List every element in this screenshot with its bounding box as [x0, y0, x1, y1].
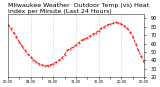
- Text: Milwaukee Weather  Outdoor Temp (vs) Heat Index per Minute (Last 24 Hours): Milwaukee Weather Outdoor Temp (vs) Heat…: [8, 3, 149, 14]
